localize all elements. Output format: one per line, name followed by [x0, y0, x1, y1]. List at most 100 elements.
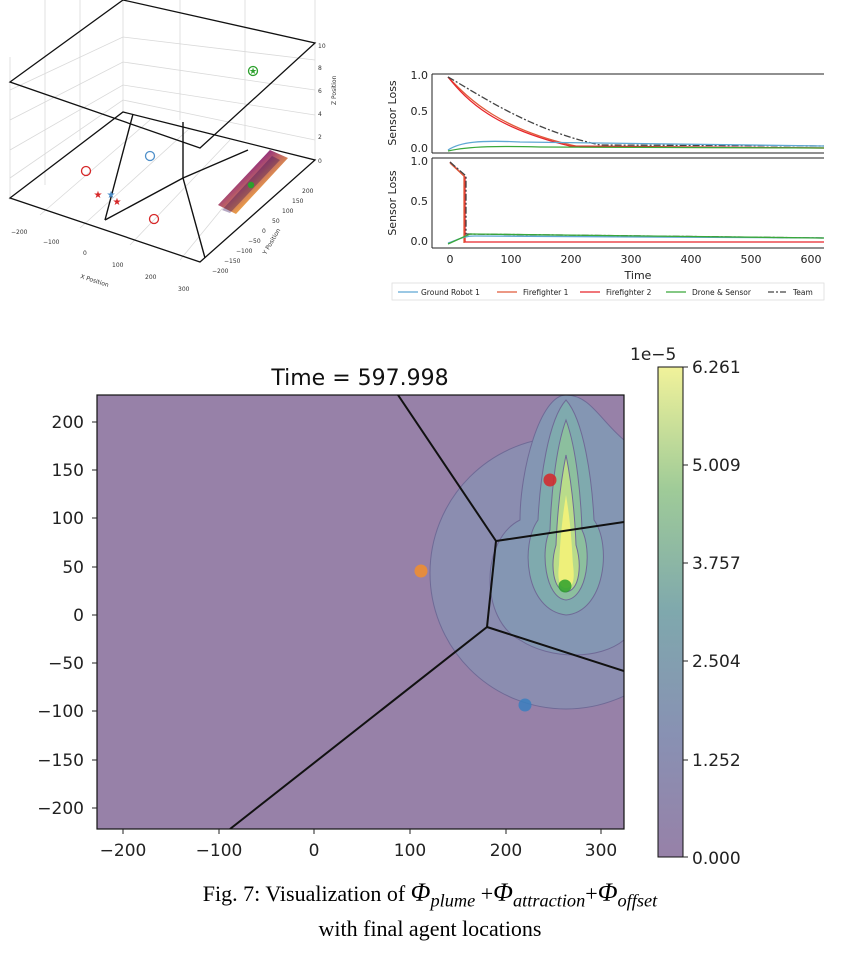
x-tick: 300: [585, 841, 617, 861]
y-tick: −50: [48, 654, 84, 674]
colorbar-tick: 5.009: [692, 456, 741, 476]
firefighter-star: ★: [113, 197, 122, 208]
agent-firefighter: [543, 473, 557, 487]
drone-ground-projection: [247, 181, 255, 189]
series-drone-p2: [447, 233, 825, 245]
x-tick: 0: [83, 250, 87, 257]
legend-label-team: Team: [792, 288, 813, 297]
x-tick: 100: [394, 841, 426, 861]
colorbar-tick: 1.252: [692, 751, 741, 771]
y-tick: 100: [52, 509, 84, 529]
voronoi-edge: [486, 540, 497, 628]
voronoi-edge: [229, 626, 488, 829]
plot-3d-x-ticks: −200 −100 0 100 200 300: [11, 229, 190, 293]
y-tick: 200: [52, 413, 84, 433]
y-tick: 1.0: [411, 69, 429, 82]
x-axis-label: Time: [624, 269, 652, 282]
z-tick: 8: [318, 65, 322, 72]
firefighter-marker: [148, 213, 160, 225]
y-tick: 0.5: [411, 195, 429, 208]
z-tick: 2: [318, 134, 322, 141]
plus-sign: +: [480, 881, 494, 906]
y-tick: 0.0: [411, 142, 429, 155]
series-ground-robot-p1: [447, 140, 825, 151]
firefighter-star: ★: [94, 190, 103, 201]
heatmap-x-tickmarks: [122, 829, 602, 834]
panel1-series: [447, 76, 825, 152]
x-tick: 200: [561, 253, 582, 266]
x-tick: −200: [100, 841, 147, 861]
x-tick: 200: [145, 274, 157, 281]
figure-caption-line-1: Fig. 7: Visualization of Φplume +Φattrac…: [0, 878, 860, 911]
series-firefighter-1-p2: [449, 162, 465, 243]
colorbar-tickmarks: [683, 366, 688, 858]
ground-robot-marker: [144, 150, 156, 162]
ground-plane: [8, 111, 317, 263]
ground-robot-star: ★: [107, 190, 116, 201]
voronoi-edge: [495, 521, 624, 542]
heatmap-y-ticks: 200 150 100 50 0 −50 −100 −150 −200: [37, 413, 84, 819]
sensor-legend: Ground Robot 1 Firefighter 1 Firefighter…: [391, 282, 825, 301]
colorbar-exponent: 1e−5: [630, 345, 676, 365]
agent-firefighter-2: [414, 564, 428, 578]
heatmap-title: Time = 597.998: [270, 366, 448, 391]
y-tick: 50: [62, 558, 84, 578]
plus-sign: +: [585, 881, 598, 906]
colorbar-ticks: 6.261 5.009 3.757 2.504 1.252 0.000: [692, 358, 741, 869]
plume-streak: [218, 150, 288, 214]
y-tick: −100: [37, 702, 84, 722]
agent-ground-robot: [518, 698, 532, 712]
x-tick: 600: [801, 253, 822, 266]
legend-box: [391, 282, 825, 301]
x-tick: 300: [178, 286, 190, 293]
drone-star: ★: [249, 67, 257, 77]
drone-marker: [247, 65, 259, 77]
x-tick: 0: [309, 841, 320, 861]
phi-symbol: Φ: [410, 878, 431, 907]
colorbar-tick: 3.757: [692, 554, 741, 574]
z-tick: 0: [318, 158, 322, 165]
colorbar-gradient: [657, 366, 684, 858]
voronoi-edge: [397, 395, 497, 542]
phi-attraction-subscript: attraction: [512, 890, 586, 911]
y-tick: −150: [37, 751, 84, 771]
contour-peak: [558, 495, 574, 588]
y-tick: −150: [224, 258, 241, 265]
x-tick: −100: [43, 239, 60, 246]
series-drone-p1: [447, 145, 825, 152]
panel2-series: [447, 161, 825, 245]
figure-caption-line-2: with final agent locations: [318, 916, 542, 941]
y-tick: −50: [248, 238, 261, 245]
z-tick: 10: [318, 43, 326, 50]
y-tick: 0.0: [411, 235, 429, 248]
series-team-p1: [447, 76, 825, 147]
y-tick: 50: [272, 218, 280, 225]
colorbar-tick: 6.261: [692, 358, 741, 378]
y-tick: −200: [37, 799, 84, 819]
y-tick: 200: [302, 188, 314, 195]
phi-symbol: Φ: [493, 878, 513, 907]
y-tick: 100: [282, 208, 294, 215]
plot-3d: ★ ★ ★ ★ −200 −100 0 100 200 300 X Positi…: [0, 0, 345, 296]
sensor-x-ticks: 0 100 200 300 400 500 600: [447, 253, 822, 266]
voronoi-edge: [486, 626, 624, 672]
x-tick: 300: [621, 253, 642, 266]
y-tick: 1.0: [411, 155, 429, 168]
phi-offset-subscript: offset: [617, 890, 658, 911]
agent-drone: [558, 579, 572, 593]
colorbar-tick: 2.504: [692, 652, 741, 672]
series-firefighter-2-p2: [449, 161, 824, 243]
series-firefighter-2-p1: [447, 76, 825, 149]
colorbar: 1e−5 6.261 5.009 3.757 2.504 1.252 0.000: [630, 345, 741, 869]
y-tick: −100: [236, 248, 253, 255]
x-tick: 400: [681, 253, 702, 266]
x-tick: 0: [447, 253, 454, 266]
series-team-p2: [449, 161, 825, 239]
sensor-loss-plot: 1.0 0.5 0.0 1.0 0.5 0.0 Sensor Loss Sens…: [386, 69, 825, 301]
voronoi-boundaries: [229, 395, 624, 829]
heatmap-frame: [96, 394, 625, 830]
x-tick: 200: [490, 841, 522, 861]
y-tick: 0.5: [411, 105, 429, 118]
contour-levels: [429, 395, 624, 710]
